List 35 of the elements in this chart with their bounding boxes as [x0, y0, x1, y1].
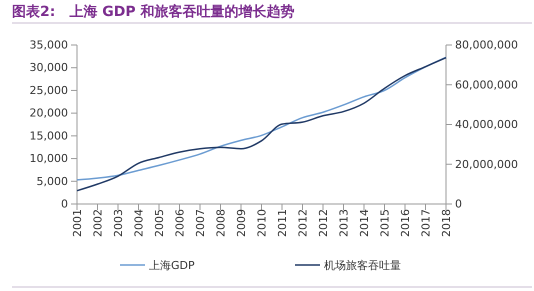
x-tick-label: 2011: [276, 209, 289, 237]
x-tick-label: 2018: [440, 209, 453, 237]
y-tick-label: 30,000: [30, 61, 68, 74]
x-tick-label: 2006: [173, 209, 186, 237]
x-tick-label: 2014: [358, 209, 371, 237]
x-tick-label: 2013: [337, 209, 350, 237]
legend-label: 机场旅客吞吐量: [324, 258, 401, 272]
x-tick-label: 2007: [194, 209, 207, 237]
x-tick-label: 2012: [296, 209, 310, 237]
y2-tick-label: 20,000,000: [455, 158, 518, 171]
x-tick-label: 2008: [214, 209, 228, 237]
x-tick-label: 2009: [234, 209, 248, 237]
x-tick-label: 2017: [419, 209, 432, 237]
x-tick-label: 2005: [152, 209, 166, 237]
y-tick-label: 20,000: [30, 106, 68, 120]
x-tick-label: 2004: [132, 209, 146, 237]
x-tick-label: 2001: [70, 209, 84, 237]
chart-title: 图表2: 上海 GDP 和旅客吞吐量的增长趋势: [12, 3, 294, 20]
x-tick-label: 2002: [91, 209, 104, 237]
legend-label: 上海GDP: [149, 258, 195, 272]
x-tick-label: 2003: [112, 209, 125, 237]
x-tick-label: 2012: [316, 209, 330, 237]
y-tick-label: 10,000: [30, 152, 68, 166]
y-tick-label: 25,000: [30, 84, 68, 97]
y2-tick-label: 80,000,000: [455, 38, 518, 52]
y2-tick-label: 0: [455, 198, 462, 211]
y-tick-label: 15,000: [30, 129, 68, 142]
x-tick-label: 2016: [398, 209, 412, 237]
x-tick-label: 2010: [255, 209, 268, 237]
y-tick-label: 0: [61, 198, 68, 211]
x-tick-label: 2015: [378, 209, 392, 237]
y2-tick-label: 60,000,000: [455, 78, 518, 92]
y-tick-label: 35,000: [30, 38, 68, 52]
y2-tick-label: 40,000,000: [455, 118, 518, 132]
y-tick-label: 5,000: [36, 174, 68, 188]
